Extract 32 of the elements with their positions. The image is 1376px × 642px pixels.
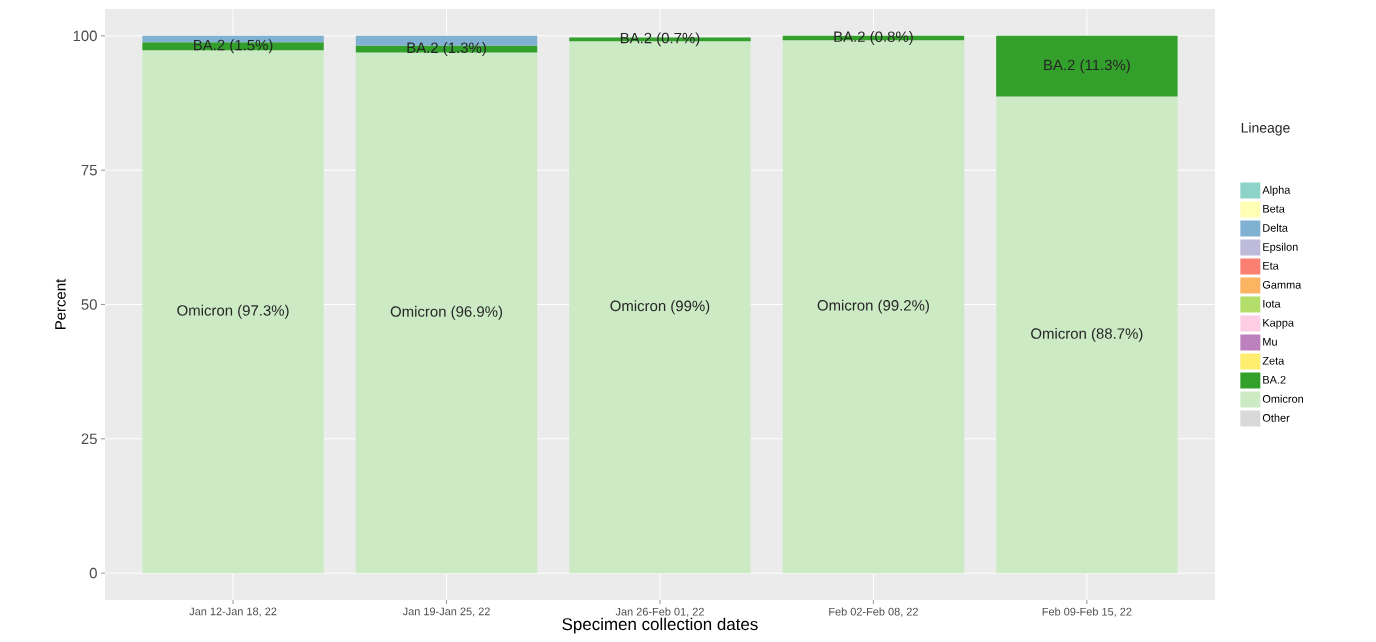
data-label: Omicron (99%) [610,300,710,315]
legend-label: Beta [1263,204,1285,213]
legend-label: Gamma [1262,280,1302,289]
x-axis-title: Specimen collection dates [562,617,758,634]
legend-label: Iota [1263,299,1281,308]
x-tick-label: Jan 26-Feb 01, 22 [615,607,704,617]
y-axis-title: Percent [55,278,66,330]
legend-label: Kappa [1263,318,1295,329]
y-tick-label: 75 [81,164,97,176]
data-label: Omicron (97.3%) [177,304,289,319]
legend-label: Epsilon [1263,242,1298,253]
data-label: Omicron (96.9%) [390,305,503,320]
x-tick-label: Jan 19-Jan 25, 22 [402,607,490,617]
y-tick-label: 100 [73,30,97,42]
legend-label: Zeta [1262,356,1285,365]
y-tick-label: 50 [81,299,97,310]
legend-title: Lineage [1241,122,1290,136]
legend-label: Delta [1263,223,1288,232]
y-tick-label: 25 [81,433,97,445]
x-tick-label: Feb 09-Feb 15, 22 [1042,607,1132,617]
legend-label: Omicron [1262,394,1304,403]
legend-label: Alpha [1262,185,1291,196]
legend-label: Other [1262,413,1290,422]
data-label: BA.2 (11.3%) [1044,59,1130,74]
legend-label: BA.2 [1263,375,1286,384]
legend-label: Mu [1263,337,1277,346]
x-tick-label: Feb 02-Feb 08, 22 [829,607,918,617]
legend-label: Eta [1263,261,1279,270]
x-tick-label: Jan 12-Jan 18, 22 [189,607,277,617]
data-label: Omicron (88.7%) [1031,327,1143,342]
y-tick-label: 0 [89,567,97,579]
data-label: Omicron (99.2%) [817,299,929,314]
